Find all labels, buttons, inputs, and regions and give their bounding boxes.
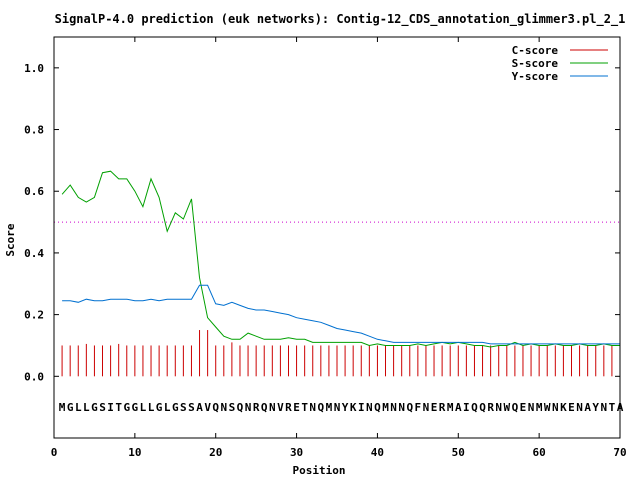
x-tick-label: 20: [209, 446, 222, 459]
residue-label: Y: [592, 401, 599, 414]
residue-label: E: [568, 401, 575, 414]
residue-label: N: [528, 401, 535, 414]
residue-label: K: [560, 401, 567, 414]
residue-label: Q: [212, 401, 219, 414]
chart-title: SignalP-4.0 prediction (euk networks): C…: [55, 12, 626, 27]
residue-label: Q: [261, 401, 268, 414]
residue-label: L: [75, 401, 82, 414]
legend-label: C-score: [512, 44, 559, 57]
residue-label: A: [584, 401, 591, 414]
residue-label: Q: [512, 401, 519, 414]
residue-label: N: [495, 401, 502, 414]
y-tick-label: 0.8: [24, 124, 44, 137]
residue-label: Q: [374, 401, 381, 414]
residue-label: S: [188, 401, 195, 414]
residue-label: I: [358, 401, 365, 414]
residue-label: R: [487, 401, 494, 414]
residue-label: A: [196, 401, 203, 414]
plot-frame: [53, 36, 621, 439]
residue-label: Q: [237, 401, 244, 414]
residue-label: G: [172, 401, 179, 414]
residue-label: W: [544, 401, 551, 414]
residue-label: N: [552, 401, 559, 414]
y-score-line: [62, 284, 620, 345]
residue-label: Q: [406, 401, 413, 414]
residue-label: G: [91, 401, 98, 414]
x-tick-label: 70: [613, 446, 626, 459]
residue-label: V: [277, 401, 284, 414]
residue-label: M: [382, 401, 389, 414]
y-axis-label: Score: [4, 223, 17, 256]
residue-label: N: [269, 401, 276, 414]
residue-label: Y: [342, 401, 349, 414]
c-score-impulses: [61, 330, 621, 377]
y-tick-label: 0.6: [24, 185, 44, 198]
residue-label: N: [309, 401, 316, 414]
axis-ticks: 0 10 20 30 40 50 60 70 0.0 0.2 0.4 0.6 0.8 1.0: [24, 37, 627, 459]
residue-label: G: [132, 401, 139, 414]
residue-label: N: [245, 401, 252, 414]
residue-label: Q: [318, 401, 325, 414]
residue-label: W: [503, 401, 510, 414]
residue-label: M: [326, 401, 333, 414]
y-tick-label: 1.0: [24, 62, 44, 75]
residue-label: N: [423, 401, 430, 414]
x-tick-label: 50: [452, 446, 465, 459]
residue-label: V: [204, 401, 211, 414]
residue-label: T: [609, 401, 616, 414]
residue-label: R: [439, 401, 446, 414]
residue-label: I: [107, 401, 114, 414]
score-lines: [61, 170, 620, 348]
residue-label: F: [415, 401, 422, 414]
residue-label: M: [536, 401, 543, 414]
residue-label: N: [366, 401, 373, 414]
residue-label: T: [115, 401, 122, 414]
residue-label: S: [229, 401, 236, 414]
residue-label: G: [67, 401, 74, 414]
residue-label: Q: [471, 401, 478, 414]
residue-label: K: [350, 401, 357, 414]
x-tick-label: 30: [290, 446, 303, 459]
residue-label: E: [293, 401, 300, 414]
residue-label: A: [455, 401, 462, 414]
residue-label: S: [99, 401, 106, 414]
y-tick-label: 0.2: [24, 309, 44, 322]
residue-label: R: [285, 401, 292, 414]
residue-label: M: [59, 401, 66, 414]
residue-label: N: [334, 401, 341, 414]
residue-label: G: [123, 401, 130, 414]
y-tick-label: 0.0: [24, 370, 44, 383]
residue-label: N: [576, 401, 583, 414]
residue-label: T: [301, 401, 308, 414]
residue-label: R: [253, 401, 260, 414]
residue-label: E: [431, 401, 438, 414]
x-tick-label: 60: [533, 446, 546, 459]
residue-label: Q: [479, 401, 486, 414]
x-axis-label: Position: [293, 464, 346, 477]
x-tick-label: 10: [128, 446, 141, 459]
residue-label: G: [156, 401, 163, 414]
residue-label: L: [83, 401, 90, 414]
residue-label: M: [447, 401, 454, 414]
residue-label: S: [180, 401, 187, 414]
residue-label: N: [398, 401, 405, 414]
residue-label: E: [520, 401, 527, 414]
residue-label: N: [390, 401, 397, 414]
residue-label: L: [164, 401, 171, 414]
residue-label: N: [220, 401, 227, 414]
residue-label: I: [463, 401, 470, 414]
legend-label: S-score: [512, 57, 559, 70]
x-tick-label: 40: [371, 446, 384, 459]
legend-label: Y-score: [512, 70, 559, 83]
x-tick-label: 0: [51, 446, 58, 459]
residue-label: N: [601, 401, 608, 414]
residue-label: L: [148, 401, 155, 414]
y-tick-label: 0.4: [24, 247, 44, 260]
residue-label: L: [140, 401, 147, 414]
s-score-line: [61, 170, 620, 348]
